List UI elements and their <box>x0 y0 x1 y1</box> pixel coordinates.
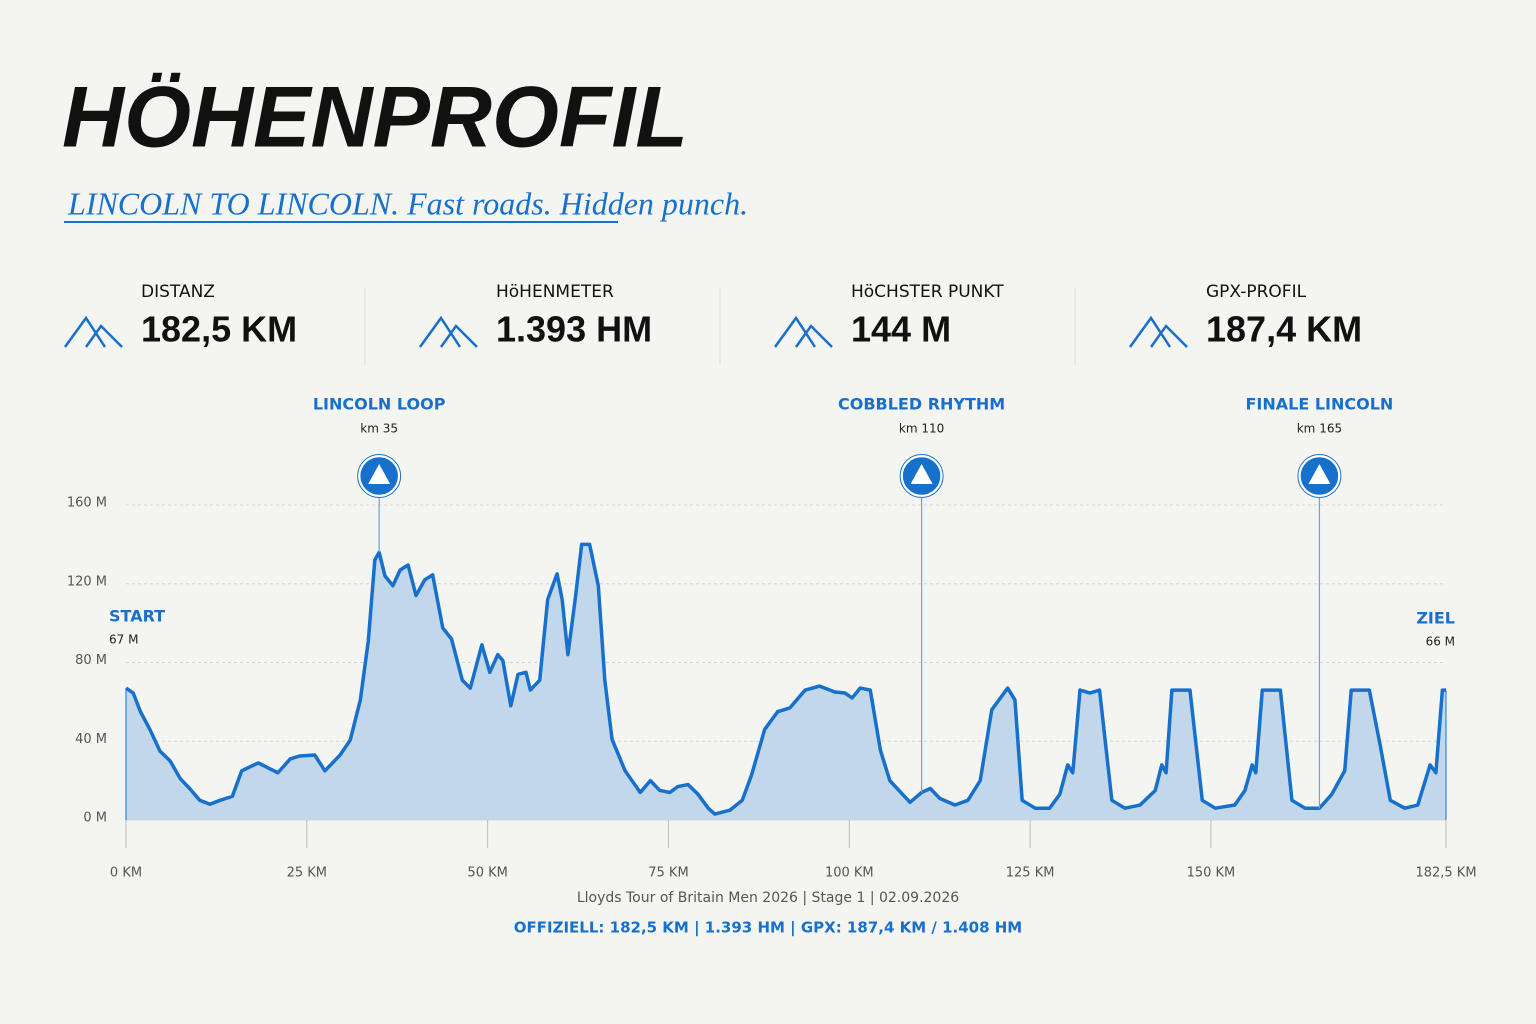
subtitle: LINCOLN TO LINCOLN. Fast roads. Hidden p… <box>67 185 748 221</box>
annotation-label: FINALE LINCOLN <box>1246 395 1394 414</box>
x-tick-label: 100 KM <box>825 866 874 881</box>
annotation-sublabel: km 110 <box>899 422 944 436</box>
chart: 0 M 40 M 80 M 120 M 160 M 0 KM 25 KM 50 KM 75 KM… <box>67 395 1477 881</box>
y-tick-label: 0 M <box>83 811 107 826</box>
x-tick-label: 150 KM <box>1187 866 1236 881</box>
stat-value: 144 M <box>851 309 951 350</box>
finish-label: ZIEL <box>1416 609 1455 628</box>
annotation-label: COBBLED RHYTHM <box>838 395 1005 414</box>
y-tick-label: 80 M <box>75 653 107 668</box>
elevation-line <box>125 542 1446 816</box>
y-tick-label: 120 M <box>67 574 107 589</box>
x-tick-label: 182,5 KM <box>1415 866 1476 881</box>
annotation-sublabel: km 165 <box>1297 422 1342 436</box>
mountain-icon <box>773 315 833 348</box>
y-tick-label: 160 M <box>67 496 107 511</box>
x-tick-label: 125 KM <box>1006 866 1055 881</box>
area-fill <box>126 544 1446 820</box>
stat-label: HöHENMETER <box>496 282 614 302</box>
annotation-icon <box>1308 464 1331 484</box>
annotation-ring <box>899 454 944 498</box>
x-tick-label: 75 KM <box>648 866 688 881</box>
page-title: HÖHENPROFIL <box>62 70 688 166</box>
caption: Lloyds Tour of Britain Men 2026 | Stage … <box>577 890 959 906</box>
annotation-icon <box>368 464 391 484</box>
annotation-ring <box>357 454 402 498</box>
x-tick-label: 25 KM <box>287 866 327 881</box>
annotation-icon <box>910 464 933 484</box>
mountain-icon <box>418 315 478 348</box>
annotation-label: LINCOLN LOOP <box>313 395 446 414</box>
stat-label: GPX-PROFIL <box>1206 282 1307 302</box>
annotation-ring <box>1297 454 1342 498</box>
start-sublabel: 67 M <box>109 633 138 647</box>
y-tick-label: 40 M <box>75 732 107 747</box>
x-tick-label: 0 KM <box>110 866 142 881</box>
mountain-icon <box>1128 315 1188 348</box>
summary: OFFIZIELL: 182,5 KM | 1.393 HM | GPX: 18… <box>514 919 1022 938</box>
stat-label: DISTANZ <box>141 282 215 302</box>
stats-row: DISTANZ 182,5 KM HöHENMETER 1.393 HM HöCHSTE… <box>63 282 1362 365</box>
stat-label: HöCHSTER PUNKT <box>851 282 1004 302</box>
mountain-icon <box>63 315 123 348</box>
stat-value: 182,5 KM <box>141 309 297 350</box>
x-tick-label: 50 KM <box>467 866 507 881</box>
start-label: START <box>109 607 165 626</box>
annotation-sublabel: km 35 <box>360 422 398 436</box>
finish-sublabel: 66 M <box>1426 635 1455 649</box>
stat-value: 187,4 KM <box>1206 309 1362 350</box>
stat-value: 1.393 HM <box>496 309 652 350</box>
